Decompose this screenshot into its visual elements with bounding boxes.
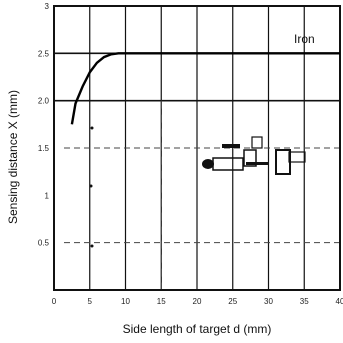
plot-frame xyxy=(53,5,341,291)
x-axis-label: Side length of target d (mm) xyxy=(123,322,272,336)
dimension-mark xyxy=(222,144,240,148)
y-tick-label: 2.5 xyxy=(38,49,50,58)
x-tick-label: 5 xyxy=(88,297,93,306)
y-tick-label: 3 xyxy=(45,2,50,11)
x-tick-label: 25 xyxy=(228,297,237,306)
dot-mark xyxy=(89,184,93,188)
target-sketch xyxy=(288,151,306,163)
y-tick-label: 1.5 xyxy=(38,144,50,153)
x-tick-labels: 0 5 10 15 20 25 30 35 40 xyxy=(52,297,343,306)
y-tick-label: 2.0 xyxy=(38,97,50,106)
y-tick-label: 0.5 xyxy=(38,239,50,248)
grid xyxy=(54,6,340,290)
x-tick-label: 0 xyxy=(52,297,57,306)
dimension-mark xyxy=(246,162,268,165)
x-tick-label: 40 xyxy=(336,297,343,306)
target-sketch xyxy=(251,136,263,149)
diagram-markings xyxy=(89,126,306,248)
series-line-iron xyxy=(70,52,340,125)
sensor-head xyxy=(202,159,214,169)
dot-mark xyxy=(90,244,94,248)
x-tick-label: 35 xyxy=(300,297,309,306)
x-tick-label: 10 xyxy=(121,297,130,306)
sensor-sketch xyxy=(212,157,244,171)
series-label-iron: Iron xyxy=(294,32,315,46)
y-tick-label: 1 xyxy=(45,191,50,200)
x-tick-label: 30 xyxy=(264,297,273,306)
y-tick-labels: 3 2.5 2.0 1.5 1 0.5 xyxy=(38,2,50,248)
dot-mark xyxy=(90,126,94,130)
target-sketch xyxy=(275,149,291,175)
x-tick-label: 20 xyxy=(193,297,202,306)
x-tick-label: 15 xyxy=(157,297,166,306)
target-sketch xyxy=(243,149,257,167)
y-axis-label: Sensing distance X (mm) xyxy=(6,90,20,224)
